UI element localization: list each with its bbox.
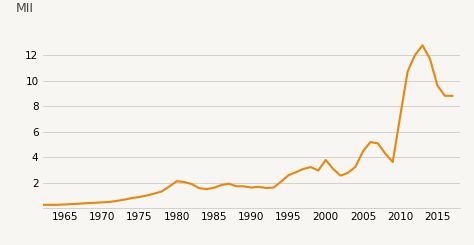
Text: MII: MII <box>16 2 34 15</box>
